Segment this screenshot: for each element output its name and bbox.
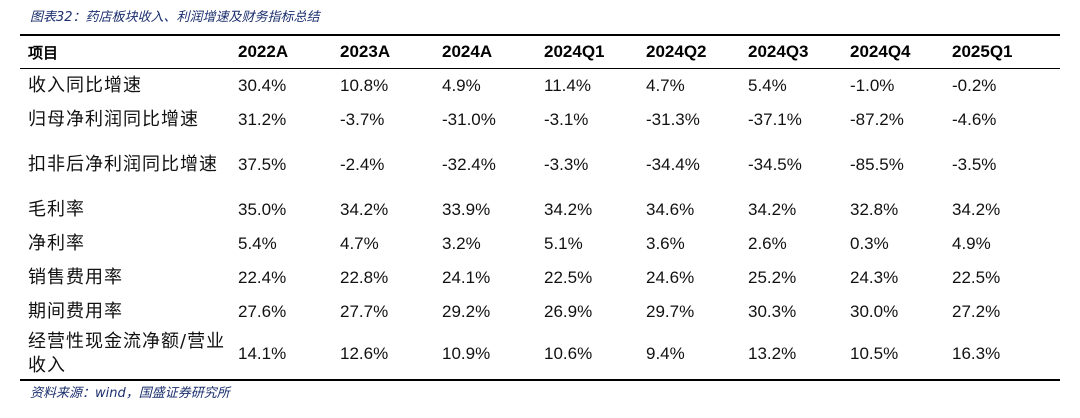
table-cell: 27.7%: [340, 301, 389, 321]
row-label: 期间费用率: [28, 300, 123, 322]
table-row: 期间费用率 27.6% 27.7% 29.2% 26.9% 29.7% 30.3% 30.0%…: [20, 295, 1060, 329]
table-cell: 22.8%: [340, 267, 389, 287]
table-cell: 10.8%: [340, 75, 389, 95]
table-cell: 3.6%: [646, 233, 685, 253]
table-cell: 3.2%: [442, 233, 481, 253]
table-cell: 16.3%: [952, 343, 1001, 363]
column-header: 2023A: [340, 36, 442, 69]
table-cell: -2.4%: [340, 154, 385, 174]
table-cell: 27.6%: [238, 301, 287, 321]
row-label: 归母净利润同比增速: [28, 108, 199, 130]
table-cell: 10.5%: [850, 343, 899, 363]
table-cell: -85.5%: [850, 154, 904, 174]
table-cell: -87.2%: [850, 109, 904, 129]
table-cell: -3.1%: [544, 109, 589, 129]
row-label: 收入同比增速: [28, 74, 142, 96]
table-row: 收入同比增速 30.4% 10.8% 4.9% 11.4% 4.7% 5.4% -1.0% -0…: [20, 69, 1060, 103]
row-label: 净利率: [28, 232, 85, 254]
financial-summary-table: 项目 2022A 2023A 2024A 2024Q1 2024Q2 2024Q…: [20, 36, 1060, 379]
column-header: 2024Q4: [850, 36, 952, 69]
table-cell: 0.3%: [850, 233, 889, 253]
row-label: 经营性现金流净额/营业收入: [28, 330, 226, 376]
table-cell: 4.7%: [340, 233, 379, 253]
row-label: 扣非后净利润同比增速: [28, 153, 218, 175]
table-cell: 35.0%: [238, 199, 287, 219]
table-cell: 24.1%: [442, 267, 491, 287]
table-cell: 4.7%: [646, 75, 685, 95]
table-cell: 24.3%: [850, 267, 899, 287]
table-cell: 10.9%: [442, 343, 491, 363]
table-cell: 14.1%: [238, 343, 287, 363]
table-cell: 30.4%: [238, 75, 287, 95]
header-row: 项目 2022A 2023A 2024A 2024Q1 2024Q2 2024Q…: [20, 36, 1060, 69]
table-row: 归母净利润同比增速 31.2% -3.7% -31.0% -3.1% -31.3% -37.…: [20, 103, 1060, 137]
table-cell: 4.9%: [442, 75, 481, 95]
row-label: 销售费用率: [28, 266, 123, 288]
table-cell: 11.4%: [544, 75, 591, 95]
table-cell: -34.5%: [748, 154, 802, 174]
table-cell: 33.9%: [442, 199, 491, 219]
column-header: 2024Q3: [748, 36, 850, 69]
column-header: 2024Q2: [646, 36, 748, 69]
table-cell: 30.0%: [850, 301, 899, 321]
table-cell: 24.6%: [646, 267, 695, 287]
table-cell: 25.2%: [748, 267, 797, 287]
table-cell: 34.2%: [544, 199, 593, 219]
table-row: 毛利率 35.0% 34.2% 33.9% 34.2% 34.6% 34.2% 32.8% 34…: [20, 193, 1060, 227]
table-cell: -3.5%: [952, 154, 997, 174]
table-cell: 10.6%: [544, 343, 593, 363]
table-row: 经营性现金流净额/营业收入 14.1% 12.6% 10.9% 10.6% 9.4% 13.…: [20, 329, 1060, 379]
table-cell: -1.0%: [850, 75, 895, 95]
table-cell: 9.4%: [646, 343, 685, 363]
table-cell: 4.9%: [952, 233, 991, 253]
table-cell: 13.2%: [748, 343, 797, 363]
table-row: 净利率 5.4% 4.7% 3.2% 5.1% 3.6% 2.6% 0.3% 4.9%: [20, 227, 1060, 261]
row-label: 毛利率: [28, 198, 85, 220]
table-cell: -0.2%: [952, 75, 997, 95]
table-cell: 22.5%: [952, 267, 1001, 287]
table-row: 销售费用率 22.4% 22.8% 24.1% 22.5% 24.6% 25.2% 24.3%…: [20, 261, 1060, 295]
table-cell: 34.2%: [952, 199, 1001, 219]
table-cell: -34.4%: [646, 154, 700, 174]
table-caption: 图表32：药店板块收入、利润增速及财务指标总结: [30, 10, 320, 25]
header-item: 项目: [20, 36, 238, 69]
column-header: 2024A: [442, 36, 544, 69]
table-cell: -31.3%: [646, 109, 700, 129]
table-cell: 22.4%: [238, 267, 287, 287]
bottom-rule: [20, 379, 1060, 381]
table-cell: 34.6%: [646, 199, 695, 219]
table-cell: 27.2%: [952, 301, 1001, 321]
table-cell: 26.9%: [544, 301, 593, 321]
table-cell: 32.8%: [850, 199, 899, 219]
table-cell: 2.6%: [748, 233, 787, 253]
column-header: 2022A: [238, 36, 340, 69]
table-cell: 29.2%: [442, 301, 491, 321]
table-cell: 29.7%: [646, 301, 695, 321]
table-cell: -37.1%: [748, 109, 802, 129]
column-header: 2025Q1: [952, 36, 1060, 69]
table-cell: -31.0%: [442, 109, 496, 129]
table-cell: 34.2%: [748, 199, 797, 219]
table-cell: 5.1%: [544, 233, 583, 253]
table-cell: 5.4%: [238, 233, 277, 253]
table-cell: 5.4%: [748, 75, 787, 95]
column-header: 2024Q1: [544, 36, 646, 69]
source-note: 资料来源：wind，国盛证券研究所: [30, 386, 230, 401]
table-cell: -32.4%: [442, 154, 496, 174]
table-row: 扣非后净利润同比增速 37.5% -2.4% -32.4% -3.3% -34.4% -34…: [20, 137, 1060, 193]
table-cell: 30.3%: [748, 301, 797, 321]
table-cell: 34.2%: [340, 199, 389, 219]
table-cell: -3.7%: [340, 109, 385, 129]
table-cell: 37.5%: [238, 154, 287, 174]
table-cell: 31.2%: [238, 109, 287, 129]
table-cell: 22.5%: [544, 267, 593, 287]
table-cell: -4.6%: [952, 109, 997, 129]
top-rule: [20, 34, 1060, 36]
table-cell: -3.3%: [544, 154, 589, 174]
table-cell: 12.6%: [340, 343, 389, 363]
